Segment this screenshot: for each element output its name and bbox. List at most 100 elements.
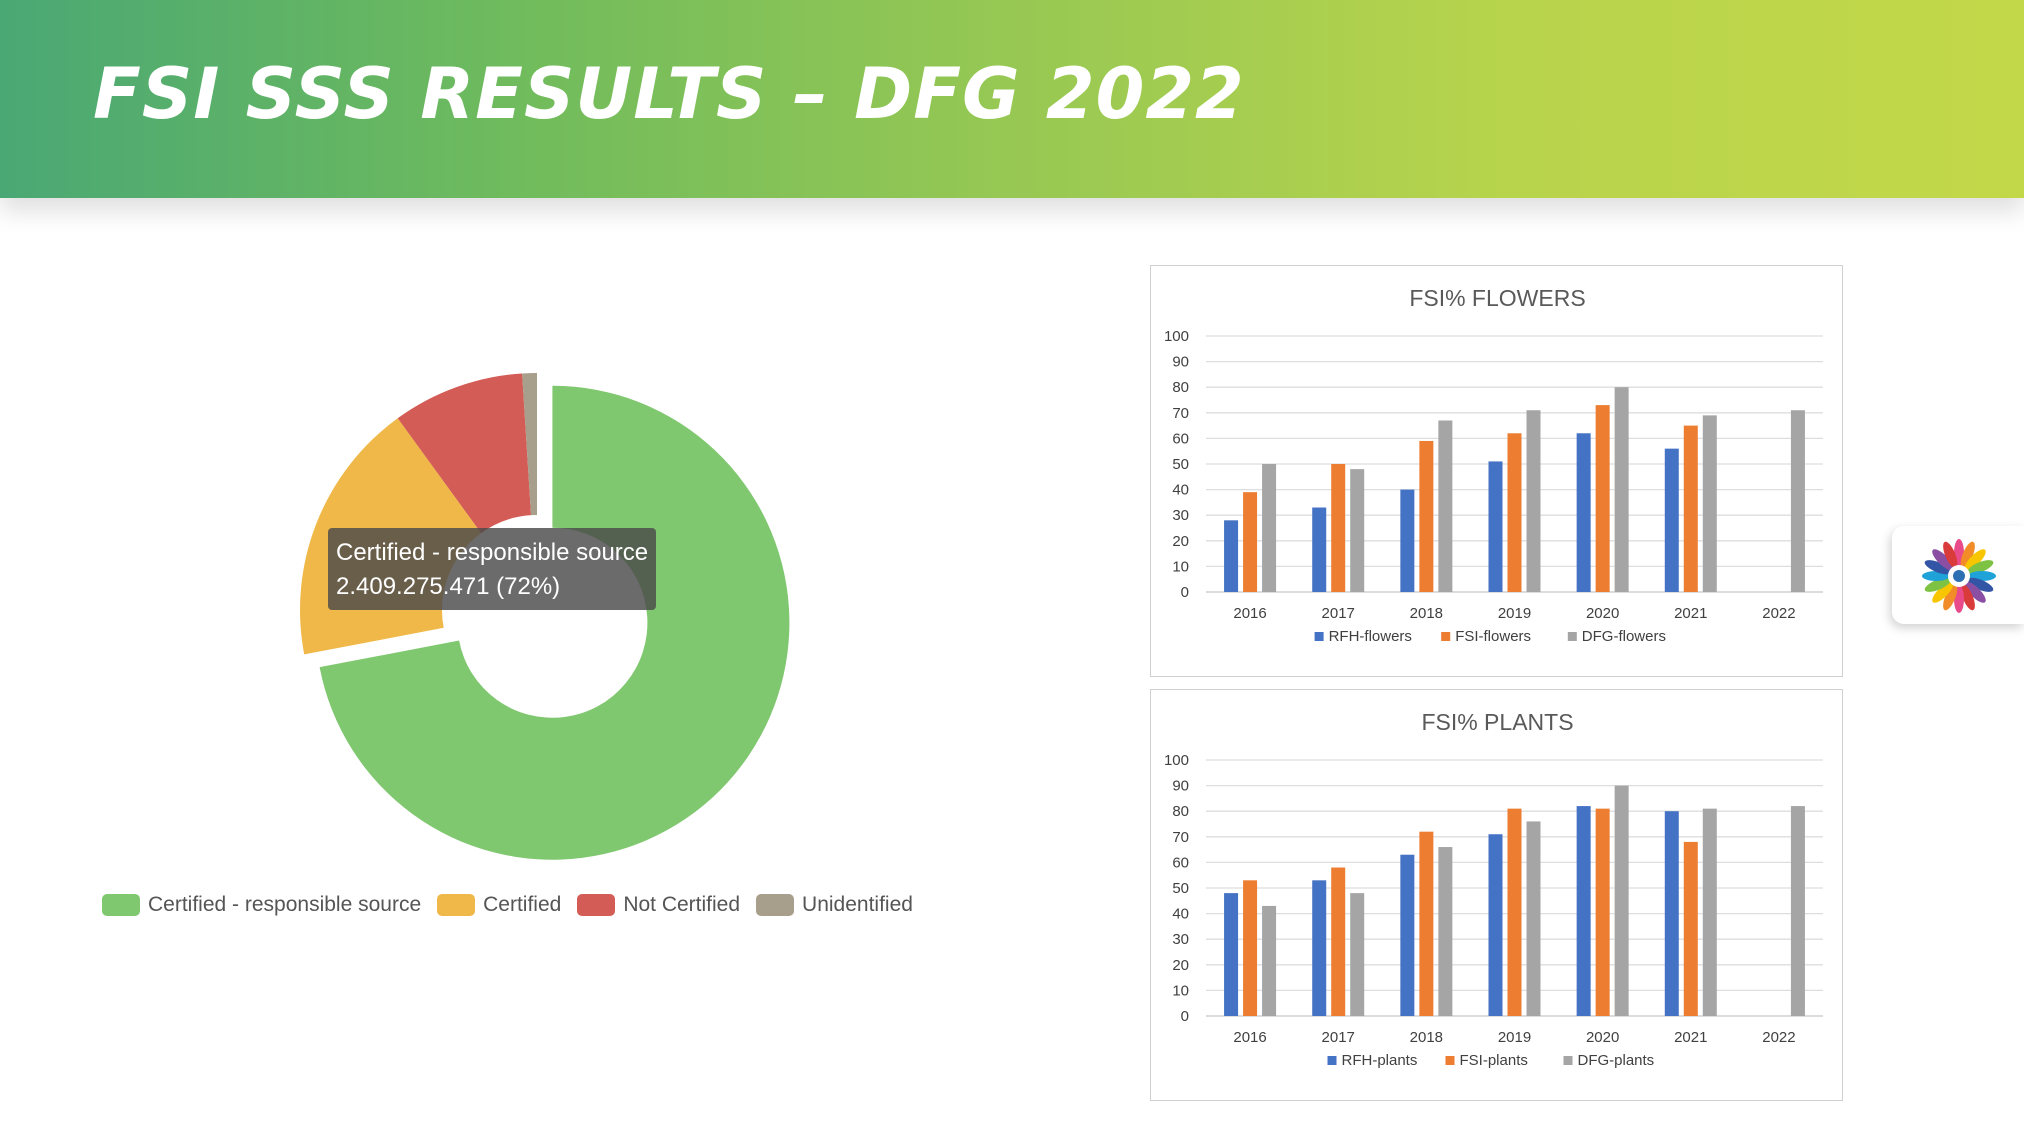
x-tick-label: 2022 [1762, 605, 1795, 622]
donut-slice-not-certified[interactable] [397, 373, 532, 534]
y-tick-label: 70 [1172, 405, 1189, 422]
x-tick-label: 2016 [1233, 605, 1266, 622]
logo-petal [1924, 577, 1951, 592]
y-tick-label: 50 [1172, 880, 1189, 897]
logo-petal [1967, 560, 1994, 575]
y-tick-label: 100 [1164, 328, 1189, 345]
x-tick-label: 2021 [1674, 605, 1707, 622]
bar-rfh-flowers-2018 [1400, 489, 1415, 592]
y-tick-label: 60 [1172, 430, 1189, 447]
bar-fsi-flowers-2017 [1331, 464, 1346, 592]
tooltip-label: Certified - responsible source [336, 539, 649, 566]
bar-rfh-flowers-2020 [1576, 433, 1591, 592]
legend-item-unidentified[interactable]: Unidentified [756, 893, 913, 917]
bar-dfg-flowers-2020 [1614, 387, 1629, 592]
plants-bar-chart: FSI% PLANTS 0 10 20 30 40 50 60 70 80 90 100 2016 201… [1164, 709, 1823, 1069]
legend-swatch [1567, 632, 1577, 641]
legend-item-certified-responsible[interactable]: Certified - responsible source [102, 893, 421, 917]
bar-dfg-flowers-2021 [1702, 415, 1717, 592]
bar-fsi-plants-2016 [1243, 880, 1258, 1016]
legend-swatch [437, 894, 476, 916]
bar-fsi-flowers-2021 [1683, 425, 1698, 592]
x-tick-label: 2016 [1233, 1029, 1266, 1046]
donut-slice-certified-responsible-source[interactable] [319, 385, 790, 860]
logo-side-tab[interactable] [1892, 526, 2024, 624]
y-tick-label: 20 [1172, 533, 1189, 550]
donut-slice-unidentified[interactable] [522, 373, 537, 516]
bar-fsi-flowers-2019 [1507, 433, 1522, 592]
legend-item: FSI-plants [1445, 1052, 1528, 1069]
y-tick-label: 0 [1181, 584, 1189, 601]
y-tick-label: 10 [1172, 558, 1189, 575]
bar-rfh-plants-2018 [1400, 854, 1415, 1016]
chart-title: FSI% FLOWERS [1409, 285, 1585, 311]
logo-core [1953, 570, 1965, 582]
logo-petal [1943, 541, 1958, 568]
legend-item: RFH-flowers [1314, 628, 1412, 645]
bar-dfg-flowers-2017 [1350, 469, 1365, 592]
x-tick-label: 2019 [1498, 605, 1531, 622]
plants-chart-panel: FSI% PLANTS 0 10 20 30 40 50 60 70 80 90 100 2016 201… [1150, 689, 1843, 1101]
bar-dfg-plants-2019 [1526, 821, 1541, 1016]
y-tick-label: 80 [1172, 379, 1189, 396]
bar-rfh-flowers-2016 [1224, 520, 1239, 592]
legend-swatch [1441, 632, 1451, 641]
y-tick-label: 30 [1172, 931, 1189, 948]
y-tick-label: 40 [1172, 906, 1189, 923]
legend-swatch [1563, 1056, 1573, 1065]
bar-rfh-plants-2020 [1576, 806, 1591, 1016]
bar-dfg-flowers-2022 [1790, 410, 1805, 592]
legend-item-certified[interactable]: Certified [437, 893, 561, 917]
x-tick-label: 2017 [1322, 605, 1355, 622]
legend-swatch [1445, 1056, 1455, 1065]
y-tick-label: 90 [1172, 778, 1189, 795]
y-tick-label: 80 [1172, 803, 1189, 820]
y-tick-label: 30 [1172, 507, 1189, 524]
bar-fsi-plants-2021 [1683, 841, 1698, 1016]
logo-petal [1943, 584, 1958, 611]
legend-label: Certified [483, 893, 562, 916]
x-tick-label: 2021 [1674, 1029, 1707, 1046]
chart-tooltip: Certified - responsible source 2.409.275… [328, 528, 656, 610]
x-tick-label: 2018 [1410, 1029, 1443, 1046]
y-tick-label: 50 [1172, 456, 1189, 473]
bar-fsi-plants-2020 [1595, 808, 1610, 1016]
legend-label: Certified - responsible source [148, 893, 422, 916]
legend-item: DFG-flowers [1567, 628, 1666, 645]
bar-rfh-flowers-2019 [1488, 461, 1503, 592]
y-tick-label: 40 [1172, 482, 1189, 499]
chart-title: FSI% PLANTS [1421, 709, 1573, 735]
flowers-chart-panel: FSI% FLOWERS 0 10 20 30 40 50 60 70 80 90 100 2016 20… [1150, 265, 1843, 677]
bar-dfg-flowers-2016 [1262, 464, 1277, 592]
legend-label: DFG-flowers [1582, 628, 1666, 645]
y-tick-label: 0 [1181, 1008, 1189, 1025]
legend-label: Not Certified [623, 893, 741, 916]
bar-dfg-plants-2016 [1262, 905, 1277, 1016]
y-tick-label: 70 [1172, 829, 1189, 846]
logo-petal [1960, 584, 1975, 611]
bar-fsi-flowers-2016 [1243, 492, 1258, 592]
legend-swatch [577, 894, 616, 916]
x-tick-label: 2020 [1586, 1029, 1619, 1046]
bar-rfh-plants-2017 [1312, 880, 1327, 1016]
x-tick-label: 2022 [1762, 1029, 1795, 1046]
bar-dfg-plants-2022 [1790, 806, 1805, 1016]
legend-label: DFG-plants [1578, 1052, 1655, 1069]
donut-chart[interactable] [250, 340, 850, 880]
bar-rfh-plants-2019 [1488, 834, 1503, 1016]
logo-petal [1932, 581, 1954, 603]
bar-dfg-plants-2018 [1438, 847, 1453, 1016]
y-tick-label: 20 [1172, 957, 1189, 974]
y-tick-label: 10 [1172, 982, 1189, 999]
legend-item-not-certified[interactable]: Not Certified [577, 893, 740, 917]
logo-petal [1964, 549, 1986, 571]
page-title: FSI SSS RESULTS – DFG 2022 [93, 53, 1245, 135]
legend-swatch [756, 894, 795, 916]
title-banner: FSI SSS RESULTS – DFG 2022 [0, 0, 2024, 198]
legend-swatch [102, 894, 140, 916]
legend-item: DFG-plants [1563, 1052, 1655, 1069]
logo-petal [1932, 549, 1954, 571]
bar-dfg-plants-2020 [1614, 785, 1629, 1016]
legend-label: FSI-flowers [1455, 628, 1531, 645]
x-tick-label: 2019 [1498, 1029, 1531, 1046]
